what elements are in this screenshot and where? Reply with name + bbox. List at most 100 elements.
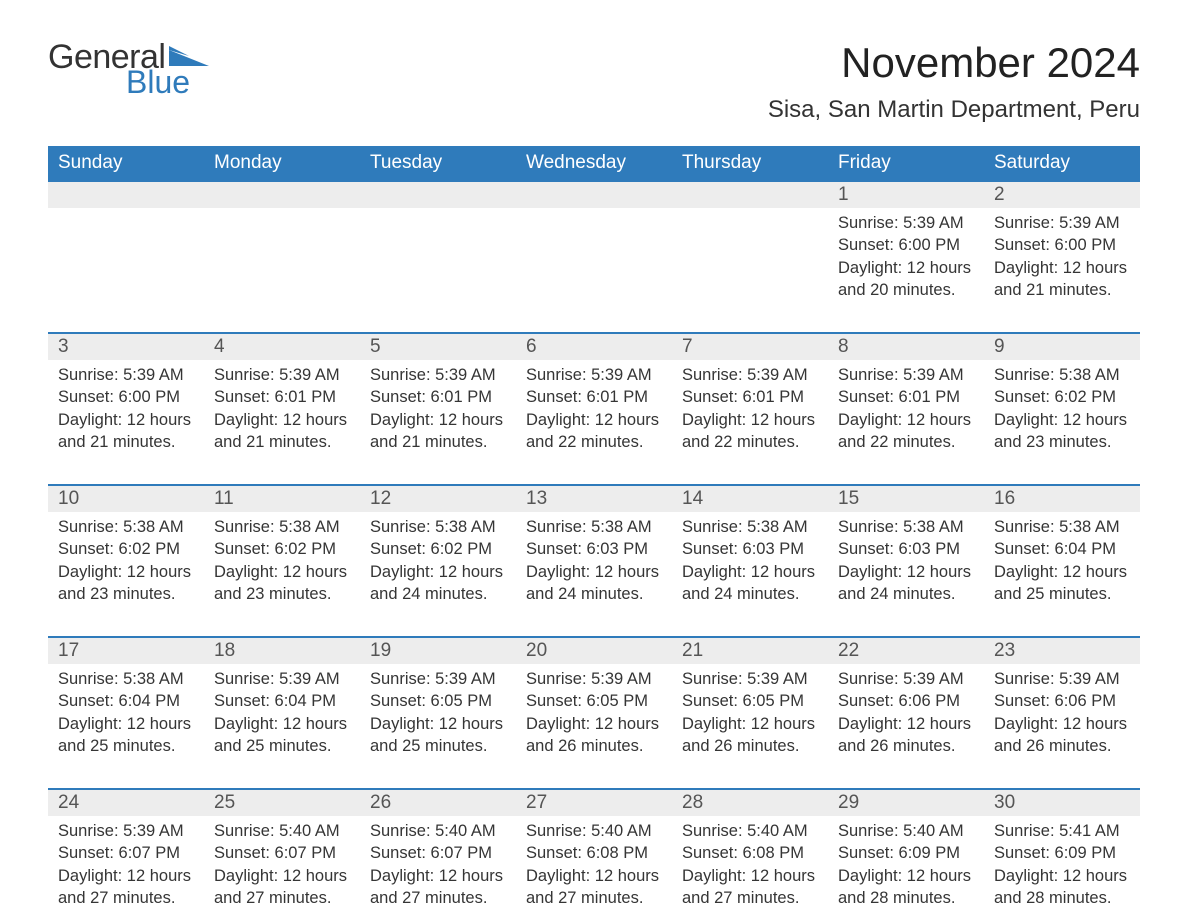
day-daylight2: and 26 minutes.: [994, 735, 1130, 757]
day-daylight1: Daylight: 12 hours: [58, 409, 194, 431]
day-daylight1: Daylight: 12 hours: [526, 865, 662, 887]
calendar-week: 3456789Sunrise: 5:39 AMSunset: 6:00 PMDa…: [48, 332, 1140, 456]
day-daylight1: Daylight: 12 hours: [682, 409, 818, 431]
day-sunrise: Sunrise: 5:38 AM: [58, 516, 194, 538]
day-sunrise: Sunrise: 5:39 AM: [214, 668, 350, 690]
day-daylight2: and 24 minutes.: [838, 583, 974, 605]
day-cell: [204, 208, 360, 304]
day-sunset: Sunset: 6:02 PM: [370, 538, 506, 560]
day-number: 14: [672, 486, 828, 512]
day-daylight1: Daylight: 12 hours: [994, 865, 1130, 887]
day-daylight1: Daylight: 12 hours: [526, 409, 662, 431]
day-number: 5: [360, 334, 516, 360]
day-daylight1: Daylight: 12 hours: [58, 713, 194, 735]
day-sunrise: Sunrise: 5:40 AM: [838, 820, 974, 842]
day-sunrise: Sunrise: 5:38 AM: [214, 516, 350, 538]
day-sunrise: Sunrise: 5:40 AM: [682, 820, 818, 842]
day-number: 23: [984, 638, 1140, 664]
day-daylight2: and 22 minutes.: [682, 431, 818, 453]
day-cell: Sunrise: 5:39 AMSunset: 6:05 PMDaylight:…: [672, 664, 828, 760]
day-cell: Sunrise: 5:38 AMSunset: 6:03 PMDaylight:…: [828, 512, 984, 608]
day-sunset: Sunset: 6:01 PM: [370, 386, 506, 408]
day-daylight1: Daylight: 12 hours: [994, 561, 1130, 583]
day-cell: Sunrise: 5:39 AMSunset: 6:01 PMDaylight:…: [828, 360, 984, 456]
day-daylight1: Daylight: 12 hours: [682, 713, 818, 735]
day-sunset: Sunset: 6:00 PM: [838, 234, 974, 256]
day-number-row: 24252627282930: [48, 790, 1140, 816]
day-cell: Sunrise: 5:39 AMSunset: 6:01 PMDaylight:…: [360, 360, 516, 456]
day-daylight1: Daylight: 12 hours: [214, 561, 350, 583]
day-sunrise: Sunrise: 5:39 AM: [994, 212, 1130, 234]
day-daylight1: Daylight: 12 hours: [58, 865, 194, 887]
day-cell: Sunrise: 5:39 AMSunset: 6:00 PMDaylight:…: [984, 208, 1140, 304]
day-daylight1: Daylight: 12 hours: [214, 409, 350, 431]
day-daylight1: Daylight: 12 hours: [58, 561, 194, 583]
day-sunrise: Sunrise: 5:39 AM: [838, 212, 974, 234]
day-number: [360, 182, 516, 208]
day-daylight2: and 28 minutes.: [838, 887, 974, 909]
day-sunrise: Sunrise: 5:39 AM: [58, 364, 194, 386]
day-daylight2: and 27 minutes.: [526, 887, 662, 909]
day-sunset: Sunset: 6:01 PM: [214, 386, 350, 408]
day-number: 20: [516, 638, 672, 664]
day-sunset: Sunset: 6:04 PM: [214, 690, 350, 712]
day-cell: Sunrise: 5:39 AMSunset: 6:01 PMDaylight:…: [672, 360, 828, 456]
day-number: 8: [828, 334, 984, 360]
day-daylight1: Daylight: 12 hours: [994, 409, 1130, 431]
calendar: SundayMondayTuesdayWednesdayThursdayFrid…: [48, 146, 1140, 912]
day-cell: Sunrise: 5:38 AMSunset: 6:04 PMDaylight:…: [984, 512, 1140, 608]
day-daylight2: and 21 minutes.: [994, 279, 1130, 301]
day-sunset: Sunset: 6:07 PM: [370, 842, 506, 864]
day-sunset: Sunset: 6:02 PM: [58, 538, 194, 560]
day-cell: Sunrise: 5:38 AMSunset: 6:02 PMDaylight:…: [204, 512, 360, 608]
day-sunset: Sunset: 6:02 PM: [994, 386, 1130, 408]
day-daylight2: and 23 minutes.: [994, 431, 1130, 453]
day-daylight1: Daylight: 12 hours: [838, 409, 974, 431]
day-cell: Sunrise: 5:39 AMSunset: 6:06 PMDaylight:…: [984, 664, 1140, 760]
day-sunset: Sunset: 6:08 PM: [682, 842, 818, 864]
day-sunset: Sunset: 6:05 PM: [370, 690, 506, 712]
day-daylight2: and 21 minutes.: [370, 431, 506, 453]
day-daylight2: and 27 minutes.: [682, 887, 818, 909]
day-daylight2: and 27 minutes.: [214, 887, 350, 909]
day-number: 10: [48, 486, 204, 512]
day-daylight2: and 25 minutes.: [58, 735, 194, 757]
day-number: 4: [204, 334, 360, 360]
day-sunset: Sunset: 6:09 PM: [838, 842, 974, 864]
day-sunrise: Sunrise: 5:40 AM: [370, 820, 506, 842]
day-sunset: Sunset: 6:01 PM: [526, 386, 662, 408]
day-number: 7: [672, 334, 828, 360]
day-cell: [516, 208, 672, 304]
day-cell: Sunrise: 5:38 AMSunset: 6:04 PMDaylight:…: [48, 664, 204, 760]
day-daylight2: and 25 minutes.: [214, 735, 350, 757]
day-cell: Sunrise: 5:39 AMSunset: 6:04 PMDaylight:…: [204, 664, 360, 760]
day-daylight1: Daylight: 12 hours: [214, 865, 350, 887]
day-sunset: Sunset: 6:08 PM: [526, 842, 662, 864]
day-cell: Sunrise: 5:39 AMSunset: 6:06 PMDaylight:…: [828, 664, 984, 760]
weekday-header-cell: Wednesday: [516, 146, 672, 182]
day-number: [48, 182, 204, 208]
day-number: 13: [516, 486, 672, 512]
day-cell: Sunrise: 5:38 AMSunset: 6:02 PMDaylight:…: [984, 360, 1140, 456]
day-sunset: Sunset: 6:03 PM: [838, 538, 974, 560]
day-daylight2: and 24 minutes.: [370, 583, 506, 605]
day-cell: Sunrise: 5:38 AMSunset: 6:02 PMDaylight:…: [360, 512, 516, 608]
day-cell: Sunrise: 5:39 AMSunset: 6:05 PMDaylight:…: [516, 664, 672, 760]
day-sunset: Sunset: 6:01 PM: [838, 386, 974, 408]
day-sunrise: Sunrise: 5:41 AM: [994, 820, 1130, 842]
day-daylight1: Daylight: 12 hours: [838, 865, 974, 887]
day-sunrise: Sunrise: 5:38 AM: [838, 516, 974, 538]
weekday-header-cell: Sunday: [48, 146, 204, 182]
day-daylight1: Daylight: 12 hours: [370, 561, 506, 583]
day-daylight2: and 25 minutes.: [370, 735, 506, 757]
weekday-header-cell: Saturday: [984, 146, 1140, 182]
day-sunrise: Sunrise: 5:38 AM: [994, 364, 1130, 386]
day-sunrise: Sunrise: 5:39 AM: [838, 364, 974, 386]
day-cell: Sunrise: 5:40 AMSunset: 6:09 PMDaylight:…: [828, 816, 984, 912]
day-number: 29: [828, 790, 984, 816]
day-sunset: Sunset: 6:09 PM: [994, 842, 1130, 864]
day-number: 2: [984, 182, 1140, 208]
day-cell: Sunrise: 5:39 AMSunset: 6:00 PMDaylight:…: [828, 208, 984, 304]
day-number-row: 12: [48, 182, 1140, 208]
day-number-row: 3456789: [48, 334, 1140, 360]
